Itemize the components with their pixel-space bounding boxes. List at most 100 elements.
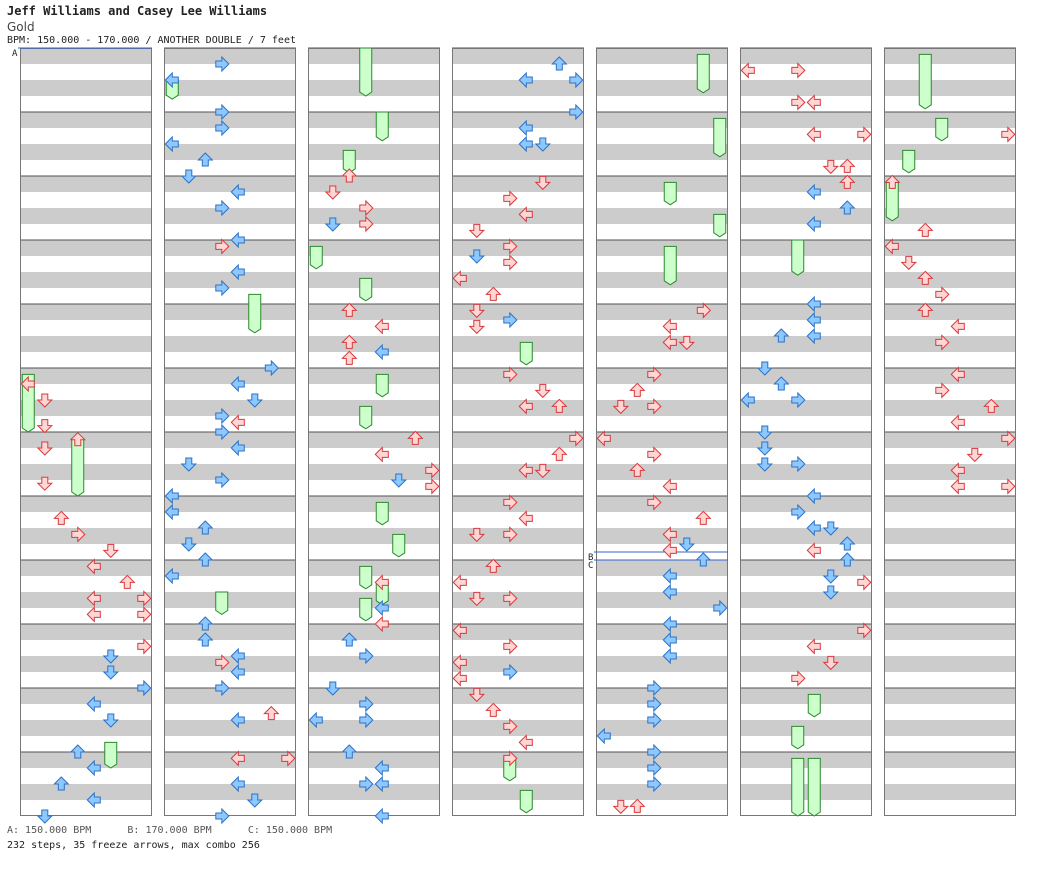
step-arrow-left: [662, 583, 677, 601]
freeze-arrow: [375, 501, 389, 526]
beat-stripe: [164, 240, 296, 256]
beat-stripe: [740, 496, 872, 512]
step-arrow-left: [518, 398, 533, 415]
step-arrow-up: [197, 552, 214, 567]
step-arrow-right: [215, 199, 230, 217]
step-arrow-down: [102, 665, 120, 680]
step-arrow-right: [503, 526, 518, 543]
step-arrow-right: [359, 775, 374, 793]
step-arrow-down: [36, 441, 54, 456]
step-arrow-up: [53, 776, 70, 791]
step-arrow-up: [695, 510, 712, 525]
beat-stripe: [884, 624, 1016, 640]
beat-stripe: [740, 144, 872, 160]
step-arrow-left: [374, 574, 389, 591]
beat-stripe: [20, 752, 152, 768]
step-arrow-right: [215, 238, 230, 255]
beat-stripe: [596, 624, 728, 640]
step-arrow-right: [647, 775, 662, 793]
step-arrow-left: [806, 638, 821, 655]
step-arrow-up: [197, 520, 214, 535]
step-arrow-down: [468, 527, 486, 543]
bpm-change-label: C: [588, 561, 593, 571]
step-arrow-right: [215, 119, 230, 137]
beat-stripe: [740, 176, 872, 192]
step-arrow-left: [374, 599, 389, 617]
beat-stripe: [164, 592, 296, 608]
beat-stripe: [308, 752, 440, 768]
beat-stripe: [884, 80, 1016, 96]
beat-stripe: [20, 272, 152, 288]
step-arrow-down: [36, 393, 54, 408]
step-arrow-left: [86, 590, 101, 607]
step-arrow-down: [324, 185, 342, 200]
step-arrow-left: [164, 487, 179, 505]
freeze-arrow: [807, 757, 821, 817]
step-arrow-right: [215, 407, 230, 425]
beat-stripe: [884, 688, 1016, 704]
chart-column-5: [596, 47, 728, 816]
beat-stripe: [884, 464, 1016, 480]
step-arrow-left: [230, 183, 245, 201]
chart-column-7: [884, 47, 1016, 816]
chart-column-3: [308, 47, 440, 816]
step-arrow-up: [629, 798, 646, 813]
beat-stripe: [884, 592, 1016, 608]
step-arrow-left: [230, 775, 245, 793]
column-border: [740, 48, 872, 816]
step-arrow-right: [935, 382, 950, 399]
step-arrow-right: [215, 654, 230, 671]
step-arrow-down: [534, 383, 552, 399]
freeze-arrow: [935, 117, 949, 142]
freeze-arrow: [392, 533, 406, 558]
step-arrow-left: [662, 615, 677, 633]
beat-stripe: [164, 432, 296, 448]
column-border: [452, 48, 584, 816]
step-arrow-down: [468, 687, 486, 703]
step-arrow-up: [629, 462, 646, 477]
beat-stripe: [740, 400, 872, 416]
beat-stripe: [884, 48, 1016, 64]
step-arrow-left: [950, 462, 965, 479]
step-arrow-left: [662, 567, 677, 585]
freeze-arrow: [791, 725, 805, 750]
step-arrow-right: [647, 366, 662, 383]
beat-stripe: [20, 688, 152, 704]
beat-stripe: [884, 368, 1016, 384]
beat-stripe: [740, 528, 872, 544]
step-arrow-down: [246, 393, 264, 408]
step-arrow-left: [86, 759, 101, 777]
step-arrow-right: [569, 103, 584, 121]
step-arrow-up: [341, 350, 358, 365]
beat-stripe: [884, 240, 1016, 256]
step-arrow-down: [612, 799, 630, 815]
step-arrow-left: [950, 366, 965, 383]
beat-stripe: [452, 176, 584, 192]
step-arrow-right: [215, 279, 230, 297]
step-arrow-right: [935, 286, 950, 303]
step-arrow-right: [503, 254, 518, 271]
step-arrow-left: [806, 94, 821, 111]
freeze-arrow: [663, 181, 677, 206]
beat-stripe: [20, 176, 152, 192]
step-arrow-down: [534, 137, 552, 152]
step-arrow-down: [966, 447, 984, 463]
beat-stripe: [740, 784, 872, 800]
beat-stripe: [596, 592, 728, 608]
beat-stripe: [308, 720, 440, 736]
freeze-arrow: [342, 149, 356, 174]
beat-stripe: [596, 304, 728, 320]
step-arrow-left: [950, 318, 965, 335]
chart-column-4: [452, 47, 584, 816]
step-arrow-right: [215, 471, 230, 489]
freeze-arrow: [375, 111, 389, 142]
step-arrow-right: [503, 663, 518, 681]
step-arrow-right: [791, 670, 806, 687]
step-arrow-right: [791, 455, 806, 473]
beat-stripe: [740, 656, 872, 672]
step-arrow-left: [374, 775, 389, 793]
beat-stripe: [164, 656, 296, 672]
beat-stripe: [596, 784, 728, 800]
column-border: [164, 48, 296, 816]
step-arrow-left: [662, 647, 677, 665]
